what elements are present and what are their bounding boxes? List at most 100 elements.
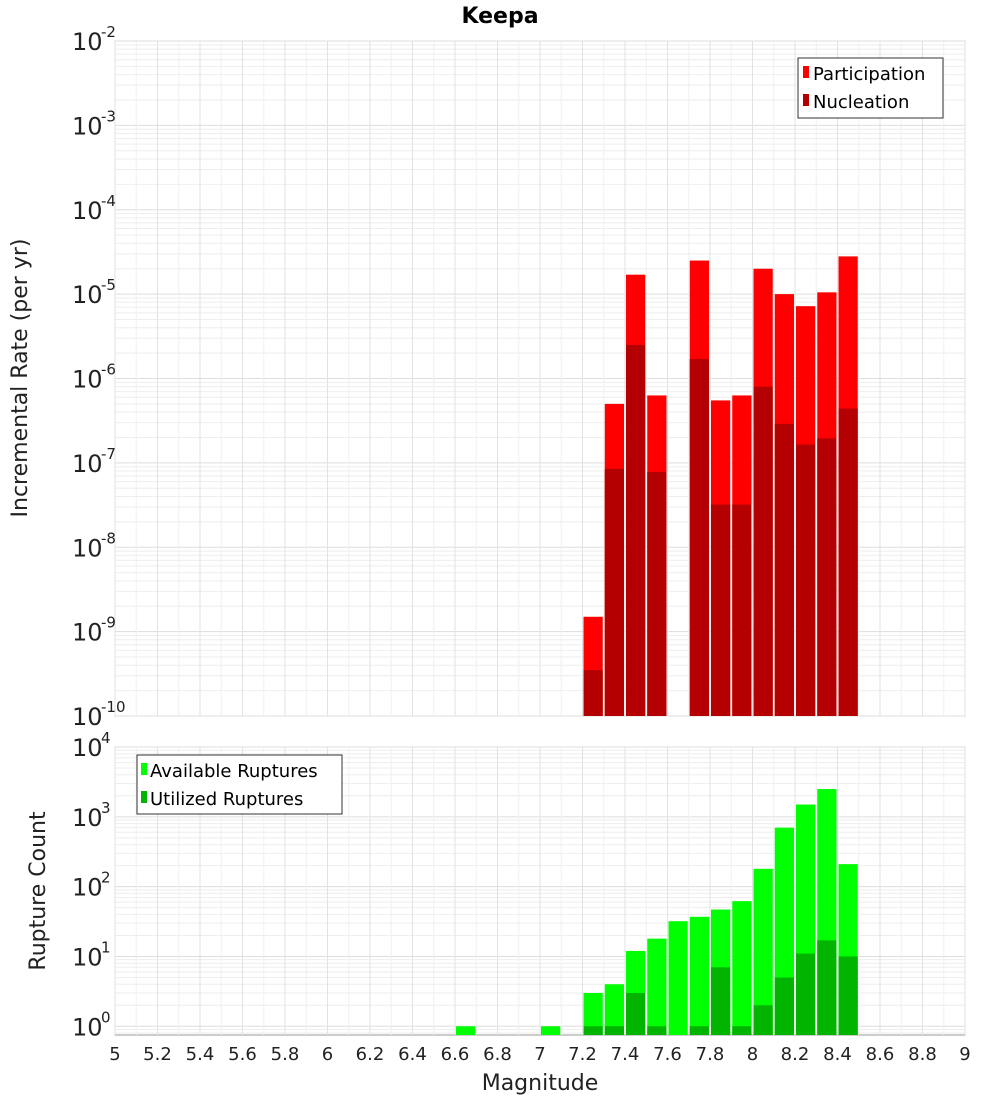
bar-inner-nucleation [838, 408, 858, 716]
x-tick-label: 5.4 [186, 1044, 215, 1065]
bar-inner-utilized-ruptures [647, 1026, 667, 1035]
bar-inner-utilized-ruptures [774, 977, 794, 1035]
bar-inner-nucleation [711, 504, 731, 716]
y-tick-exponent: -7 [101, 445, 116, 463]
x-tick-label: 8.4 [823, 1044, 852, 1065]
y-tick-label: 10 [72, 703, 103, 731]
participation-legend-label: Participation [813, 64, 925, 85]
x-tick-label: 6.8 [483, 1044, 512, 1065]
y-tick-exponent: -3 [101, 107, 116, 125]
bar-inner-utilized-ruptures [583, 1026, 603, 1035]
bar-available-ruptures [541, 1026, 561, 1035]
x-tick-label: 5.2 [143, 1044, 172, 1065]
x-ticks: 5 5.2 5.4 5.6 5.8 6 6.2 6.4 6.6 6.8 7 7.2 7.4 7.6 7.8 8… [109, 1044, 970, 1065]
bar-available-ruptures [732, 901, 752, 1035]
x-tick-label: 8.2 [781, 1044, 810, 1065]
y-tick-exponent: 2 [101, 869, 111, 887]
y-tick-label: 10 [72, 943, 103, 971]
bar-inner-utilized-ruptures [753, 1005, 773, 1035]
y-tick-label: 10 [72, 534, 103, 562]
y-tick-exponent: 1 [101, 938, 111, 956]
bottom-y-axis-label: Rupture Count [26, 811, 51, 971]
utilized-legend-label: Utilized Ruptures [150, 789, 303, 810]
y-tick-label: 10 [72, 804, 103, 832]
nucleation-legend-label: Nucleation [813, 92, 909, 113]
y-tick-label: 10 [72, 197, 103, 225]
y-tick-exponent: -8 [101, 529, 116, 547]
y-tick-exponent: 0 [101, 1008, 111, 1026]
y-tick-label: 10 [72, 734, 103, 762]
y-tick-label: 10 [72, 874, 103, 902]
bar-inner-utilized-ruptures [689, 1026, 709, 1035]
y-tick-label: 10 [72, 366, 103, 394]
bar-available-ruptures [456, 1026, 476, 1035]
bar-available-ruptures [604, 984, 624, 1035]
bottom-legend-box [136, 754, 343, 815]
x-tick-label: 7 [534, 1044, 545, 1065]
bar-inner-utilized-ruptures [626, 992, 646, 1035]
x-tick-label: 7.8 [696, 1044, 725, 1065]
bar-available-ruptures [647, 938, 667, 1035]
x-tick-label: 5.6 [228, 1044, 257, 1065]
bar-available-ruptures [583, 992, 603, 1035]
top-y-axis-label: Incremental Rate (per yr) [8, 239, 33, 518]
bar-inner-nucleation [604, 468, 624, 716]
y-tick-exponent: 3 [101, 799, 111, 817]
y-tick-label: 10 [72, 28, 103, 56]
x-tick-label: 7.6 [653, 1044, 682, 1065]
bar-inner-utilized-ruptures [838, 956, 858, 1035]
x-tick-label: 6.6 [441, 1044, 470, 1065]
bar-available-ruptures [668, 921, 688, 1035]
top-legend-box [797, 57, 944, 119]
bar-inner-nucleation [753, 386, 773, 716]
x-tick-label: 5.8 [271, 1044, 300, 1065]
top-grid [114, 40, 966, 717]
bar-inner-nucleation [732, 504, 752, 716]
x-tick-label: 6.4 [398, 1044, 427, 1065]
x-tick-label: 7.2 [568, 1044, 597, 1065]
x-tick-label: 5 [109, 1044, 120, 1065]
y-tick-exponent: -4 [101, 192, 116, 210]
x-tick-label: 8.8 [908, 1044, 937, 1065]
bar-inner-utilized-ruptures [817, 940, 837, 1035]
y-tick-label: 10 [72, 619, 103, 647]
bar-inner-utilized-ruptures [711, 967, 731, 1035]
x-tick-label: 9 [959, 1044, 970, 1065]
bar-available-ruptures [689, 916, 709, 1035]
utilized-legend-swatch [141, 791, 147, 803]
bar-inner-utilized-ruptures [604, 1026, 624, 1035]
x-axis-label: Magnitude [482, 1071, 599, 1096]
bar-inner-nucleation [626, 344, 646, 716]
bottom-bars [456, 789, 858, 1035]
bar-inner-nucleation [583, 670, 603, 716]
y-tick-label: 10 [72, 450, 103, 478]
y-tick-exponent: -10 [101, 698, 126, 716]
nucleation-legend-swatch [803, 94, 809, 106]
chart-title: Keepa [461, 4, 538, 29]
x-tick-label: 8.6 [866, 1044, 895, 1065]
available-legend-swatch [141, 763, 147, 775]
top-bars [583, 256, 858, 716]
y-tick-exponent: 4 [101, 729, 111, 747]
bar-inner-nucleation [689, 359, 709, 716]
bar-inner-nucleation [817, 438, 837, 716]
y-tick-exponent: -5 [101, 276, 116, 294]
y-tick-exponent: -2 [101, 23, 116, 41]
y-tick-label: 10 [72, 112, 103, 140]
bar-inner-utilized-ruptures [796, 953, 816, 1035]
top-legend: Participation Nucleation [797, 57, 944, 119]
bar-inner-nucleation [796, 444, 816, 716]
y-tick-exponent: -6 [101, 361, 116, 379]
bar-inner-utilized-ruptures [732, 1026, 752, 1035]
bar-inner-nucleation [774, 423, 794, 716]
participation-legend-swatch [803, 66, 809, 78]
x-tick-label: 7.4 [611, 1044, 640, 1065]
y-tick-exponent: -9 [101, 614, 116, 632]
bottom-legend: Available Ruptures Utilized Ruptures [136, 754, 343, 815]
x-tick-label: 6 [322, 1044, 333, 1065]
bar-inner-nucleation [647, 471, 667, 716]
